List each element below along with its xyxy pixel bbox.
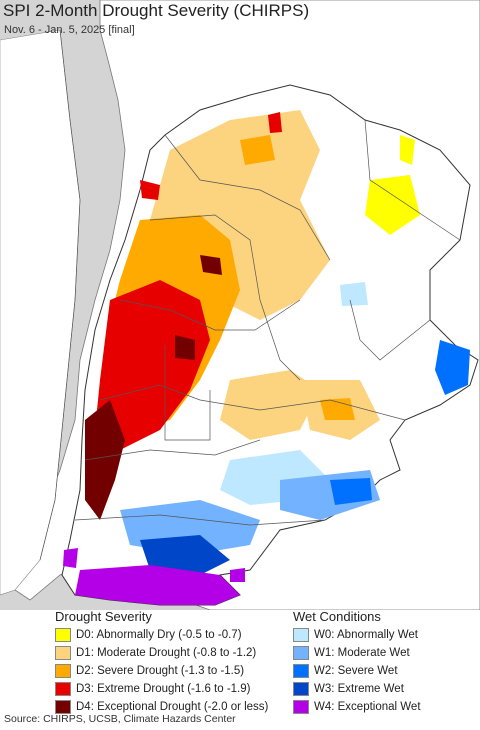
legend-label: D2: Severe Drought (-1.3 to -1.5) — [76, 665, 245, 677]
legend-item-d4: D4: Exceptional Drought (-2.0 or less) — [55, 698, 268, 716]
legend-label: W3: Extreme Wet — [314, 683, 404, 695]
legend-swatch — [293, 628, 309, 642]
legend-item-w3: W3: Extreme Wet — [293, 680, 421, 698]
legend-swatch — [55, 646, 71, 660]
map-subtitle: Nov. 6 - Jan. 5, 2025 [final] — [4, 24, 135, 36]
source-credit: Source: CHIRPS, UCSB, Climate Hazards Ce… — [4, 713, 236, 725]
legend-swatch — [293, 700, 309, 714]
legend-swatch — [55, 628, 71, 642]
legend-swatch — [293, 664, 309, 678]
legend-swatch — [55, 664, 71, 678]
legend-drought-list: D0: Abnormally Dry (-0.5 to -0.7) D1: Mo… — [55, 626, 268, 716]
legend-drought-title: Drought Severity — [55, 609, 152, 624]
legend-swatch — [55, 682, 71, 696]
chile-border — [39, 29, 81, 561]
legend-label: D1: Moderate Drought (-0.8 to -1.2) — [76, 647, 257, 659]
admin-boundaries — [74, 119, 461, 526]
legend-item-d0: D0: Abnormally Dry (-0.5 to -0.7) — [55, 626, 268, 644]
drought-map — [0, 0, 480, 610]
legend-label: W0: Abnormally Wet — [314, 629, 418, 641]
legend-item-w0: W0: Abnormally Wet — [293, 626, 421, 644]
legend-label: W4: Exceptional Wet — [314, 701, 421, 713]
map-title: SPI 2-Month Drought Severity (CHIRPS) — [3, 1, 310, 20]
legend-item-w4: W4: Exceptional Wet — [293, 698, 421, 716]
legend-item-w2: W2: Severe Wet — [293, 662, 421, 680]
severity-patches — [63, 110, 470, 605]
legend-wet-title: Wet Conditions — [293, 609, 381, 624]
legend-item-d1: D1: Moderate Drought (-0.8 to -1.2) — [55, 644, 268, 662]
legend-label: D4: Exceptional Drought (-2.0 or less) — [76, 701, 269, 713]
legend-wet-list: W0: Abnormally Wet W1: Moderate Wet W2: … — [293, 626, 421, 716]
legend-label: D0: Abnormally Dry (-0.5 to -0.7) — [76, 629, 242, 641]
legend-label: D3: Extreme Drought (-1.6 to -1.9) — [76, 683, 251, 695]
legend-item-d3: D3: Extreme Drought (-1.6 to -1.9) — [55, 680, 268, 698]
legend-label: W2: Severe Wet — [314, 665, 398, 677]
legend-label: W1: Moderate Wet — [314, 647, 410, 659]
legend-swatch — [293, 646, 309, 660]
legend-swatch — [293, 682, 309, 696]
legend-item-w1: W1: Moderate Wet — [293, 644, 421, 662]
legend-item-d2: D2: Severe Drought (-1.3 to -1.5) — [55, 662, 268, 680]
legend-swatch — [55, 700, 71, 714]
